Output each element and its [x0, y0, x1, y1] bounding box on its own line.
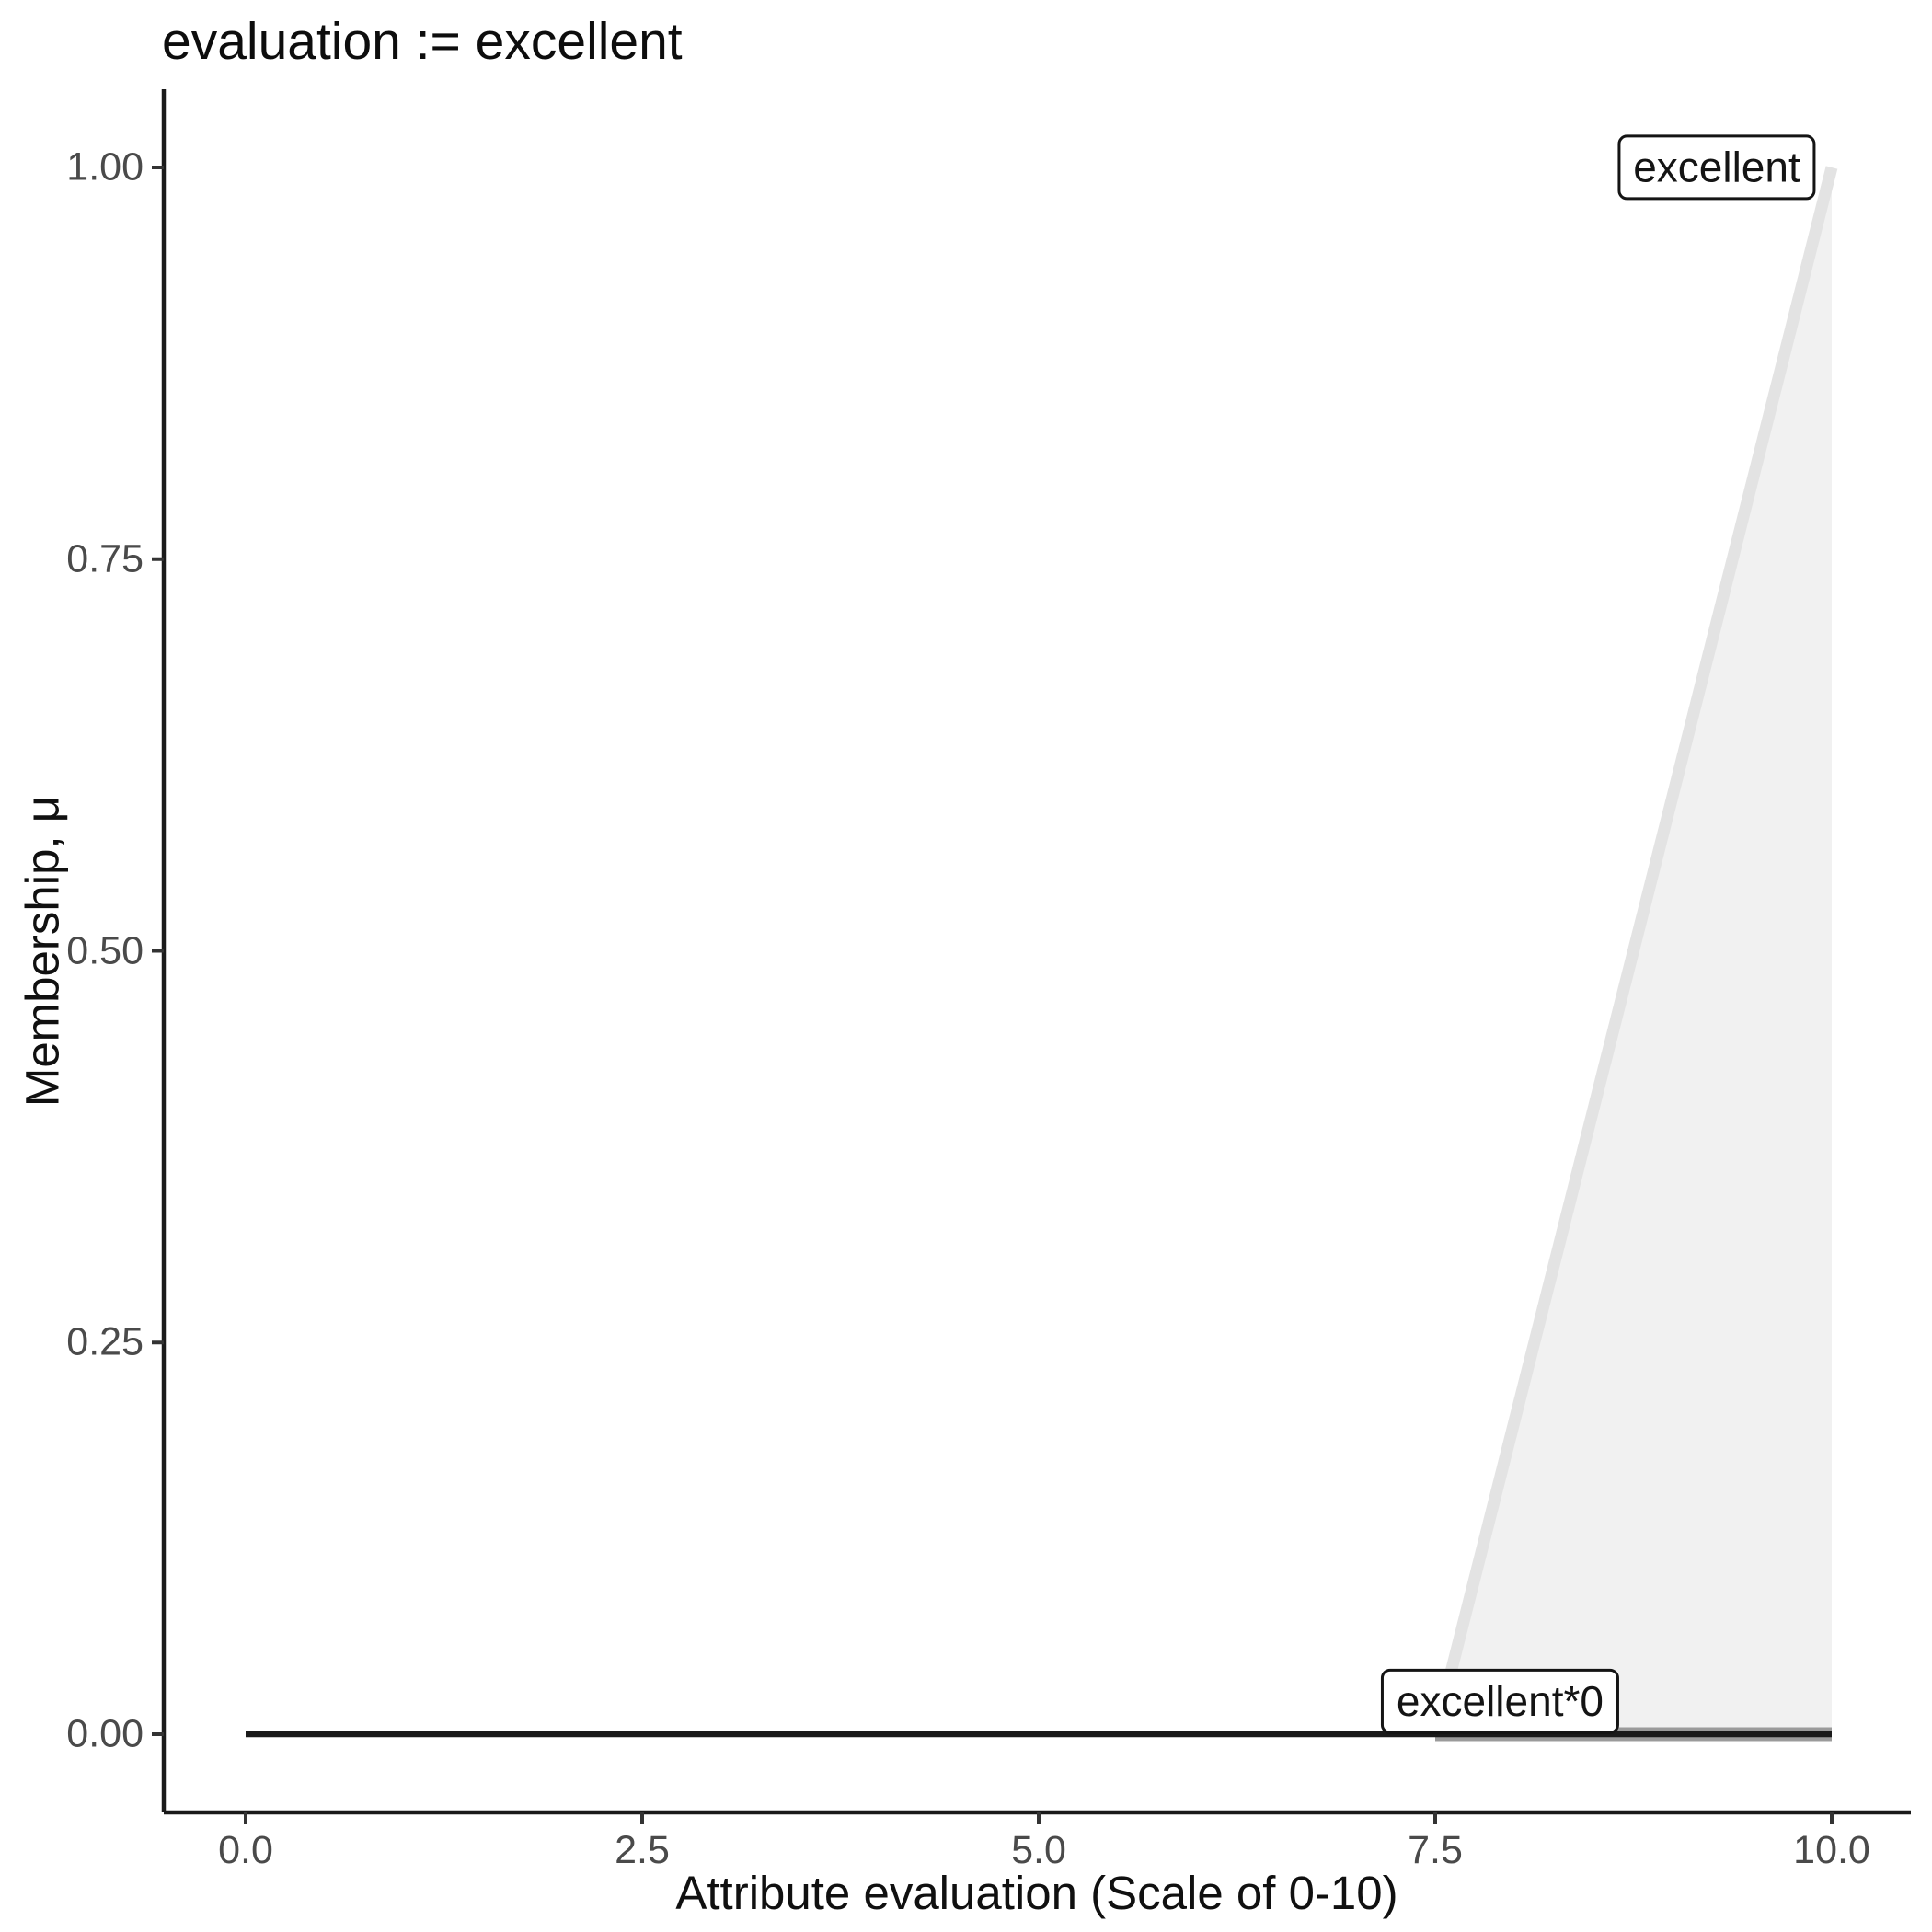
y-tick-label: 0.25 [66, 1319, 144, 1364]
y-tick-label: 0.75 [66, 536, 144, 581]
annotation-excellent-0: excellent*0 [1380, 1668, 1619, 1734]
x-axis-title: Attribute evaluation (Scale of 0-10) [675, 1867, 1398, 1919]
x-tick-label: 0.0 [218, 1828, 273, 1872]
excellent-line-0 [1429, 166, 1838, 1736]
y-tick-label: 0.00 [66, 1711, 144, 1756]
annotation-excellent: excellent [1617, 134, 1816, 201]
y-axis-title: Membership, μ [16, 795, 69, 1108]
x-tick-label: 2.5 [615, 1828, 670, 1872]
chart-title: evaluation := excellent [162, 12, 683, 71]
y-tick-label: 1.00 [66, 144, 144, 190]
y-tick-label: 0.50 [66, 928, 144, 972]
x-tick-label: 5.0 [1011, 1828, 1066, 1872]
x-tick-label: 7.5 [1408, 1828, 1463, 1872]
x-tick-label: 10.0 [1793, 1828, 1870, 1872]
